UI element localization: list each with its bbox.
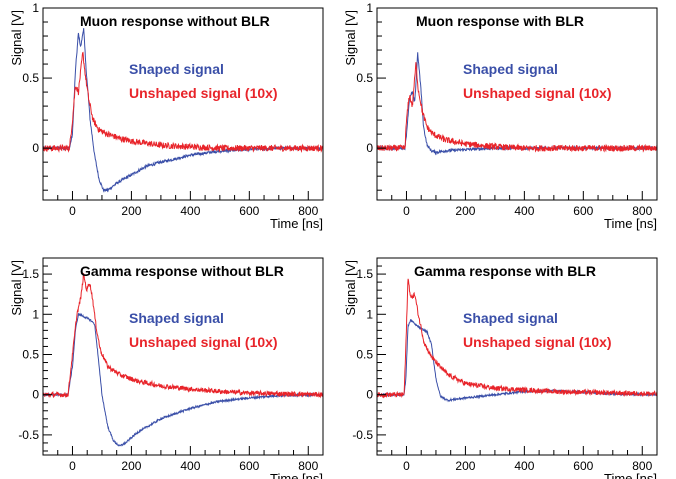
x-axis-label: Time [ns] xyxy=(270,471,323,479)
legend-shaped-signal: Shaped signal xyxy=(129,310,224,326)
plot-frame xyxy=(42,7,324,201)
y-axis-label: Signal [V] xyxy=(343,260,358,316)
panel-gamma-with-blr: 0 200 400 600 800 -0.5 0 0.5 1 1.5 Time [ns] Signal… xyxy=(343,257,658,479)
y-tick-label: 0 xyxy=(32,388,39,402)
x-tick-label: 400 xyxy=(180,204,200,218)
y-tick-label: 1 xyxy=(32,307,39,321)
legend-shaped-signal: Shaped signal xyxy=(463,310,558,326)
unshaped-signal-trace xyxy=(377,278,657,399)
x-tick-label: 200 xyxy=(455,459,475,473)
x-tick-label: 600 xyxy=(573,204,593,218)
y-tick-label: 0 xyxy=(366,141,373,155)
y-axis-label: Signal [V] xyxy=(9,10,24,66)
x-tick-label: 600 xyxy=(239,459,259,473)
legend-unshaped-signal: Unshaped signal (10x) xyxy=(129,334,278,350)
x-tick-label: 800 xyxy=(632,204,652,218)
x-tick-label: 400 xyxy=(514,204,534,218)
x-axis-label: Time [ns] xyxy=(604,471,657,479)
y-tick-label: 0 xyxy=(32,141,39,155)
x-tick-label: 200 xyxy=(121,204,141,218)
x-tick-label: 0 xyxy=(403,204,410,218)
y-tick-label: 1 xyxy=(366,1,373,15)
x-tick-label: 600 xyxy=(573,459,593,473)
x-tick-label: 600 xyxy=(239,204,259,218)
plot-frame xyxy=(42,257,324,456)
x-tick-label: 200 xyxy=(455,204,475,218)
legend-unshaped-signal: Unshaped signal (10x) xyxy=(463,85,612,101)
y-tick-label: 0.5 xyxy=(356,71,373,85)
y-tick-label: -0.5 xyxy=(18,428,39,442)
panel-title: Gamma response without BLR xyxy=(80,263,284,279)
y-axis-label: Signal [V] xyxy=(343,10,358,66)
x-tick-label: 400 xyxy=(180,459,200,473)
y-axis-label: Signal [V] xyxy=(9,260,24,316)
unshaped-signal-trace xyxy=(377,62,657,153)
legend-unshaped-signal: Unshaped signal (10x) xyxy=(129,85,278,101)
legend-shaped-signal: Shaped signal xyxy=(463,61,558,77)
y-tick-label: 0.5 xyxy=(22,71,39,85)
y-tick-label: 1 xyxy=(32,1,39,15)
y-tick-label: 1.5 xyxy=(356,267,373,281)
panel-muon-without-blr: 0 200 400 600 800 0 0.5 1 Time [ns] Signal [V] Muo… xyxy=(9,1,324,231)
unshaped-signal-trace xyxy=(43,51,323,154)
plot-frame xyxy=(376,257,658,456)
y-tick-label: -0.5 xyxy=(352,428,373,442)
x-tick-label: 800 xyxy=(632,459,652,473)
y-tick-label: 0 xyxy=(366,388,373,402)
x-axis-label: Time [ns] xyxy=(270,216,323,231)
panel-gamma-without-blr: 0 200 400 600 800 -0.5 0 0.5 1 1.5 Time [ns] Signal… xyxy=(9,257,324,479)
legend-shaped-signal: Shaped signal xyxy=(129,61,224,77)
x-axis-label: Time [ns] xyxy=(604,216,657,231)
panel-title: Gamma response with BLR xyxy=(414,263,596,279)
panel-title: Muon response without BLR xyxy=(80,13,270,29)
x-tick-label: 800 xyxy=(298,204,318,218)
y-tick-label: 0.5 xyxy=(22,347,39,361)
shaped-signal-trace xyxy=(43,28,323,193)
shaped-signal-trace xyxy=(377,318,657,403)
x-tick-label: 400 xyxy=(514,459,534,473)
unshaped-signal-trace xyxy=(43,272,323,399)
plot-frame xyxy=(376,7,658,201)
y-tick-label: 0.5 xyxy=(356,347,373,361)
x-tick-label: 0 xyxy=(69,459,76,473)
x-tick-label: 0 xyxy=(69,204,76,218)
shaped-signal-trace xyxy=(43,312,323,447)
y-tick-label: 1 xyxy=(366,307,373,321)
legend-unshaped-signal: Unshaped signal (10x) xyxy=(463,334,612,350)
panel-title: Muon response with BLR xyxy=(416,13,584,29)
x-tick-label: 800 xyxy=(298,459,318,473)
x-tick-label: 200 xyxy=(121,459,141,473)
y-tick-label: 1.5 xyxy=(22,267,39,281)
panel-muon-with-blr: 0 200 400 600 800 0 0.5 1 Time [ns] Signal [V] Muo… xyxy=(343,1,658,231)
x-tick-label: 0 xyxy=(403,459,410,473)
